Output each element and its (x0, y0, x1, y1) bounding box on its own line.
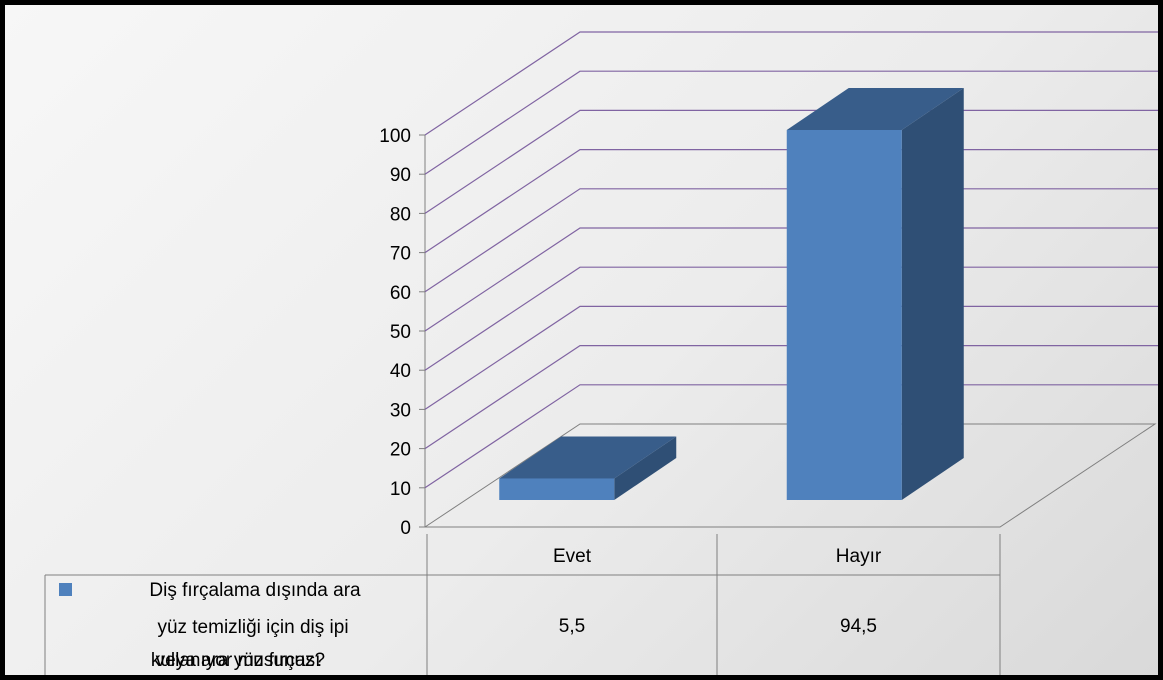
gridlines (424, 31, 1158, 489)
bar-side-evet (614, 436, 677, 500)
y-tick-label: 80 (390, 204, 411, 225)
y-tick-label: 0 (400, 518, 411, 539)
legend-series-name: Diş fırçalama dışında ara yüz temizliği i… (149, 580, 361, 671)
bar-top-evet (499, 436, 677, 479)
data-table: Evet 5,5 Hayır 94,5 Diş fırçalama dışında ar… (44, 534, 1001, 675)
gridline (424, 227, 1158, 332)
bar-chart: 0 10 20 30 40 50 60 70 80 90 100 Evet 5,5 Hayır 94,5 D… (44, 31, 1158, 675)
gridline (424, 188, 1158, 293)
y-tick-label: 40 (390, 361, 411, 382)
bar-evet (499, 478, 615, 500)
y-tick-label: 60 (390, 283, 411, 304)
y-tick-label: 10 (390, 479, 411, 500)
gridline (424, 305, 1158, 410)
legend-key (59, 583, 72, 596)
gridline (424, 384, 1158, 489)
category-label: Evet (553, 546, 592, 567)
bar-hayır (786, 130, 902, 500)
category-label: Hayır (836, 546, 882, 567)
chart-floor (424, 423, 1157, 528)
y-tick-label: 70 (390, 244, 411, 265)
bar-top-hayır (786, 88, 964, 130)
gridline (424, 149, 1158, 254)
y-tick-label: 100 (379, 126, 411, 147)
data-table-value: 94,5 (840, 616, 877, 637)
y-axis-ticks: 0 10 20 30 40 50 60 70 80 90 100 (379, 126, 425, 539)
y-tick-label: 20 (390, 440, 411, 461)
gridline (424, 70, 1158, 175)
gridline (424, 109, 1158, 214)
y-tick-label: 90 (390, 165, 411, 186)
bar-side-hayır (901, 88, 964, 500)
bars (499, 88, 964, 500)
y-tick-label: 50 (390, 322, 411, 343)
gridline (424, 266, 1158, 371)
gridline (424, 31, 1158, 136)
y-tick-label: 30 (390, 400, 411, 421)
gridline (424, 345, 1158, 450)
data-table-value: 5,5 (559, 616, 585, 637)
